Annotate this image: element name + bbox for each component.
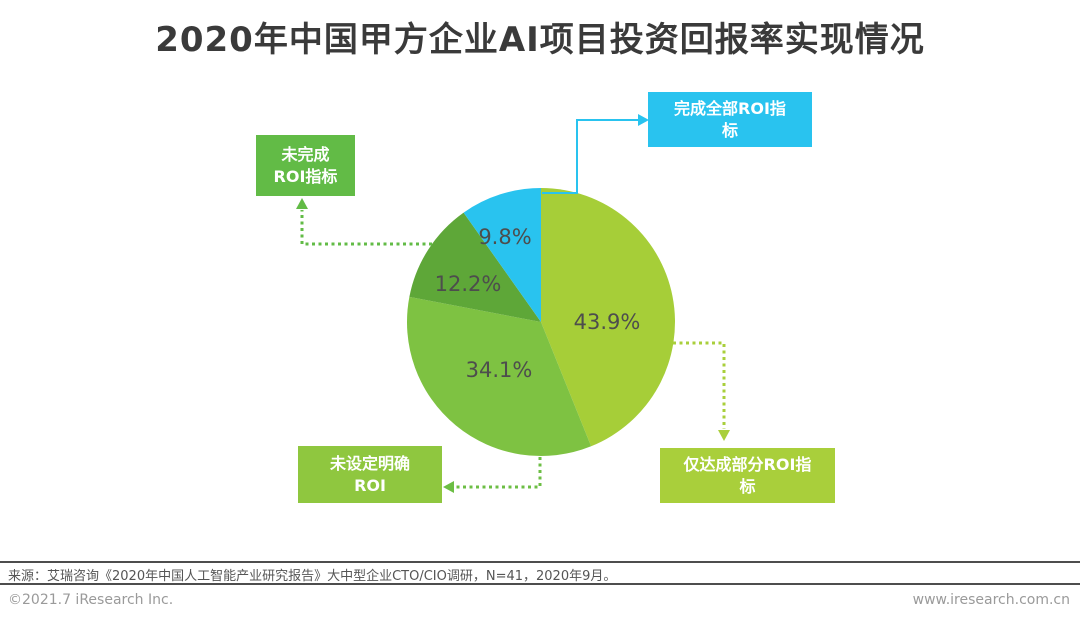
callout-not-complete-line1: 未完成 — [281, 145, 330, 165]
arrowhead-icon-partial — [718, 430, 730, 441]
callout-complete-all-line2: 标 — [721, 120, 738, 140]
callout-not-complete-line2: ROI指标 — [273, 166, 338, 186]
pie-label-2: 34.1% — [466, 358, 533, 382]
website-link: www.iresearch.com.cn — [912, 592, 1070, 608]
copyright: ©2021.7 iResearch Inc. — [8, 592, 174, 608]
callout-partial-line1: 仅达成部分ROI指 — [683, 455, 812, 475]
pie-label-3: 12.2% — [435, 272, 502, 296]
arrowhead-icon-no_roi — [443, 481, 454, 493]
pie-slice-3 — [409, 212, 541, 322]
callout-complete-all-line1: 完成全部ROI指 — [674, 99, 786, 119]
connector-line-no_roi — [454, 457, 542, 489]
arrowhead-icon-complete_all — [638, 114, 649, 126]
divider-top — [0, 561, 1080, 563]
callout-not-complete: 未完成 ROI指标 — [256, 135, 355, 196]
divider-bottom — [0, 583, 1080, 585]
connector-line-not_complete — [300, 210, 432, 246]
callout-complete-all: 完成全部ROI指 标 — [648, 92, 812, 147]
pie-slice-2 — [407, 296, 592, 456]
pie-slice-4 — [463, 188, 541, 322]
source-note: 来源：艾瑞咨询《2020年中国人工智能产业研究报告》大中型企业CTO/CIO调研… — [8, 569, 617, 584]
connector-line-complete_all — [542, 119, 639, 194]
connector-line-partial — [673, 341, 726, 429]
arrowhead-icon-not_complete — [296, 198, 308, 209]
callout-no-roi-line2: ROI — [354, 475, 386, 495]
callout-partial-line2: 标 — [739, 476, 756, 496]
page-title: 2020年中国甲方企业AI项目投资回报率实现情况 — [155, 20, 925, 60]
pie-label-1: 43.9% — [574, 310, 641, 334]
pie-label-4: 9.8% — [478, 225, 531, 249]
pie-slice-1 — [541, 188, 675, 447]
callout-partial: 仅达成部分ROI指 标 — [660, 448, 835, 503]
callout-no-roi-line1: 未设定明确 — [329, 454, 410, 474]
callout-no-roi: 未设定明确 ROI — [298, 446, 442, 503]
